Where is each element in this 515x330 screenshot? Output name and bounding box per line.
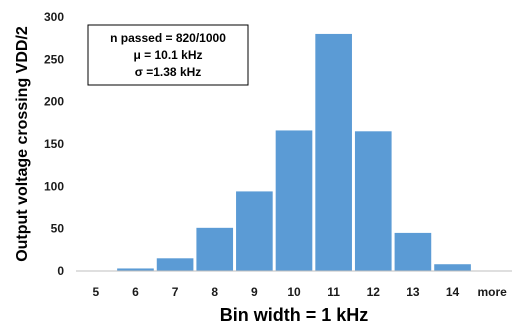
bar-8 xyxy=(196,227,234,271)
bar-10 xyxy=(275,130,313,271)
x-tick-label: 7 xyxy=(172,285,179,299)
bar-6 xyxy=(117,268,154,271)
x-tick-label: 5 xyxy=(92,285,99,299)
x-tick-label: 8 xyxy=(211,285,218,299)
x-tick-label: 12 xyxy=(367,285,381,299)
x-tick-label: 11 xyxy=(327,285,340,299)
y-tick-label: 50 xyxy=(51,222,65,236)
y-tick-label: 100 xyxy=(44,179,64,193)
bar-14 xyxy=(434,264,471,271)
y-tick-label: 250 xyxy=(44,52,64,66)
stats-box-border xyxy=(87,24,249,86)
x-tick-label: 14 xyxy=(446,285,460,299)
bars-group xyxy=(117,33,471,272)
bar-13 xyxy=(394,232,432,271)
stats-sigma: σ =1.38 kHz xyxy=(135,65,202,79)
bar-9 xyxy=(236,191,273,271)
y-axis-title: Output voltage crossing VDD/2 xyxy=(14,26,31,262)
y-tick-label: 300 xyxy=(44,10,64,24)
x-tick-label: more xyxy=(478,285,508,299)
bar-12 xyxy=(354,131,392,271)
x-tick-labels: 5 6 7 8 9 10 11 12 13 14 more xyxy=(92,285,507,299)
x-tick-label: 13 xyxy=(406,285,420,299)
x-tick-label: 10 xyxy=(287,285,301,299)
stats-mean: μ = 10.1 kHz xyxy=(133,48,202,62)
x-axis-title: Bin width = 1 kHz xyxy=(220,305,369,325)
stats-box: n passed = 820/1000 μ = 10.1 kHz σ =1.38… xyxy=(87,24,249,86)
y-tick-label: 200 xyxy=(44,95,64,109)
bar-11 xyxy=(315,33,352,272)
y-tick-labels: 0 50 100 150 200 250 300 xyxy=(44,10,64,278)
x-tick-label: 6 xyxy=(132,285,139,299)
x-tick-label: 9 xyxy=(251,285,258,299)
stats-n-passed: n passed = 820/1000 xyxy=(110,31,226,45)
y-tick-label: 150 xyxy=(44,137,64,151)
y-tick-label: 0 xyxy=(57,264,64,278)
bar-7 xyxy=(156,258,194,271)
